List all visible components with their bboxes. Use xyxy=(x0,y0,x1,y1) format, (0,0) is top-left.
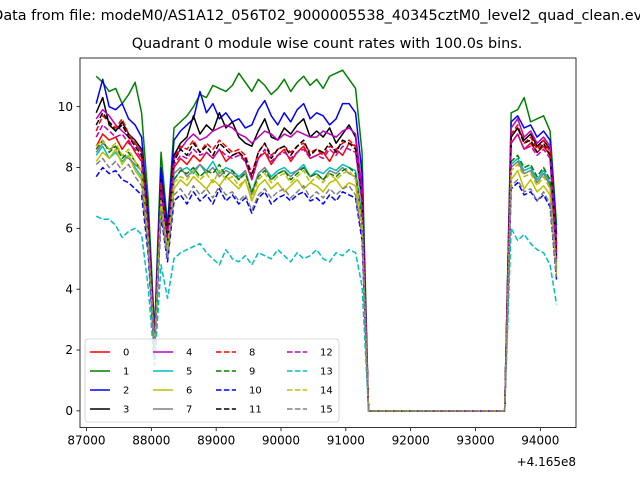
series-layer xyxy=(95,69,558,412)
x-tick-label: 87000 xyxy=(67,434,105,448)
legend-label-11: 11 xyxy=(249,405,262,416)
legend-label-0: 0 xyxy=(123,348,129,359)
x-tick-label: 88000 xyxy=(132,434,170,448)
legend-label-13: 13 xyxy=(320,367,333,378)
legend-label-8: 8 xyxy=(249,348,255,359)
legend-label-15: 15 xyxy=(320,405,333,416)
legend-box xyxy=(84,338,340,423)
x-tick-label: 91000 xyxy=(327,434,365,448)
legend-label-2: 2 xyxy=(123,386,129,397)
x-axis-offset-label: +4.165e8 xyxy=(517,455,576,469)
plot-title: Quadrant 0 module wise count rates with … xyxy=(131,36,523,52)
legend-label-9: 9 xyxy=(249,367,255,378)
figure-suptitle: Data from file: modeM0/AS1A12_056T02_900… xyxy=(0,8,640,24)
x-tick-label: 90000 xyxy=(262,434,300,448)
x-axis: 87000 88000 89000 90000 91000 92000 93000 94000 xyxy=(67,427,559,448)
y-tick-label: 8 xyxy=(65,161,73,175)
axes-frame xyxy=(79,57,577,429)
y-tick-label: 10 xyxy=(58,100,73,114)
x-tick-label: 89000 xyxy=(197,434,235,448)
x-tick-label: 94000 xyxy=(521,434,559,448)
y-axis: 0 2 4 6 8 10 xyxy=(58,100,80,418)
x-tick-label: 93000 xyxy=(456,434,494,448)
y-tick-label: 2 xyxy=(65,343,73,357)
y-tick-label: 0 xyxy=(65,404,73,418)
legend-label-5: 5 xyxy=(186,367,192,378)
legend-label-3: 3 xyxy=(123,405,129,416)
legend-label-4: 4 xyxy=(186,348,192,359)
legend-label-7: 7 xyxy=(186,405,192,416)
y-tick-label: 4 xyxy=(65,282,73,296)
legend-label-6: 6 xyxy=(186,386,192,397)
series-line-8 xyxy=(95,115,558,412)
series-line-14 xyxy=(95,139,558,412)
series-line-15 xyxy=(95,157,558,412)
y-tick-label: 6 xyxy=(65,222,73,236)
legend-label-12: 12 xyxy=(320,348,333,359)
legend-label-1: 1 xyxy=(123,367,129,378)
legend-label-10: 10 xyxy=(249,386,262,397)
legend-label-14: 14 xyxy=(320,386,333,397)
x-tick-label: 92000 xyxy=(392,434,430,448)
